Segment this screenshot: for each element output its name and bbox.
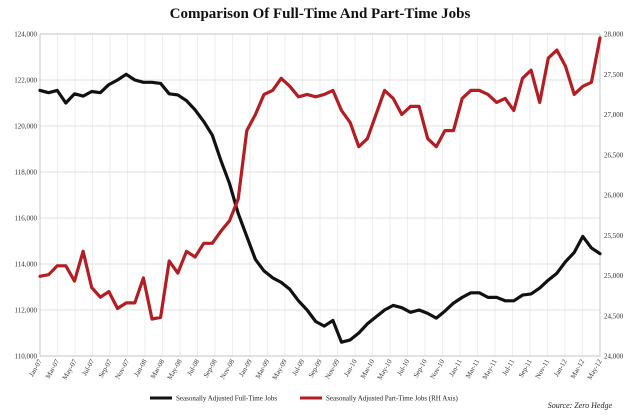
x-tick-label: Mar-10 (359, 358, 377, 380)
x-tick-label: Sep-07 (97, 358, 114, 380)
right-tick-label: 27,500 (604, 71, 624, 79)
series-line-full-time (38, 72, 602, 344)
right-tick-label: 25,000 (604, 272, 624, 280)
left-tick-label: 116,000 (15, 215, 38, 223)
x-tick-label: Jan-12 (552, 358, 569, 379)
x-tick-label: Jan-07 (27, 358, 44, 379)
x-tick-label: Sep-09 (307, 358, 324, 380)
x-tick-label: Nov-08 (219, 358, 237, 381)
left-tick-label: 118,000 (15, 169, 38, 177)
x-tick-label: Mar-12 (569, 358, 587, 380)
gridlines (39, 33, 601, 357)
right-tick-label: 27,000 (604, 111, 624, 119)
x-tick-label: May-09 (271, 358, 289, 382)
right-tick-label: 28,000 (604, 31, 624, 39)
right-tick-label: 24,000 (604, 353, 624, 361)
left-tick-label: 114,000 (15, 261, 38, 269)
x-tick-label: Jan-10 (342, 358, 359, 379)
plot-border (39, 33, 601, 357)
right-tick-label: 24,500 (604, 312, 624, 320)
x-tick-label: Nov-10 (429, 358, 447, 381)
x-tick-label: Jan-11 (448, 358, 464, 378)
x-tick-label: Mar-11 (464, 358, 481, 380)
x-tick-label: Mar-07 (44, 358, 62, 380)
right-axis-ticks: 24,000 24,500 25,000 25,500 26,000 26,500 27,0… (604, 31, 624, 361)
x-tick-label: Mar-09 (254, 358, 272, 380)
x-tick-label: Jul-10 (396, 358, 412, 378)
source-note: Source: Zero Hedge (548, 401, 613, 410)
left-axis-ticks: 110,000 112,000 114,000 116,000 118,000 120,0… (14, 31, 37, 361)
x-tick-label: Jul-07 (81, 358, 97, 378)
legend-label: Seasonally Adjusted Part-Time Jobs (RH A… (326, 395, 458, 403)
x-tick-label: Jul-08 (186, 358, 202, 378)
x-tick-label: Jan-09 (237, 358, 254, 379)
left-tick-label: 110,000 (15, 353, 38, 361)
x-tick-label: Nov-09 (324, 358, 342, 381)
x-tick-label: Jan-08 (132, 358, 149, 379)
x-axis-ticks: Jan-07 Mar-07 May-07 Jul-07 Sep-07 Nov-07 Jan-… (27, 358, 604, 382)
legend-label: Seasonally Adjusted Full-Time Jobs (176, 395, 277, 403)
left-tick-label: 124,000 (14, 31, 37, 39)
left-tick-label: 120,000 (14, 123, 37, 131)
plot-frame (39, 33, 601, 357)
x-tick-label: May-11 (481, 358, 499, 381)
right-tick-label: 26,500 (604, 151, 624, 159)
x-tick-label: Sep-10 (412, 358, 429, 380)
legend: Seasonally Adjusted Full-Time Jobs Season… (150, 395, 458, 403)
left-tick-label: 122,000 (14, 77, 37, 85)
x-tick-label: May-12 (586, 358, 604, 382)
x-tick-label: Mar-08 (149, 358, 167, 380)
x-tick-label: Sep-08 (202, 358, 219, 380)
x-tick-label: May-08 (166, 358, 184, 382)
series-line-part-time (38, 36, 602, 321)
series-lines (38, 36, 602, 344)
x-tick-label: Sep-11 (517, 358, 534, 379)
x-tick-label: Jul-11 (501, 358, 517, 377)
right-tick-label: 26,000 (604, 192, 624, 200)
x-tick-label: Nov-11 (534, 358, 552, 381)
x-tick-label: Jul-09 (291, 358, 307, 378)
x-tick-label: May-07 (61, 358, 79, 382)
x-tick-label: Nov-07 (114, 358, 132, 381)
right-tick-label: 25,500 (604, 232, 624, 240)
chart-title: Comparison Of Full-Time And Part-Time Jo… (169, 6, 471, 22)
x-tick-label: May-10 (376, 358, 394, 382)
left-tick-label: 112,000 (15, 307, 38, 315)
